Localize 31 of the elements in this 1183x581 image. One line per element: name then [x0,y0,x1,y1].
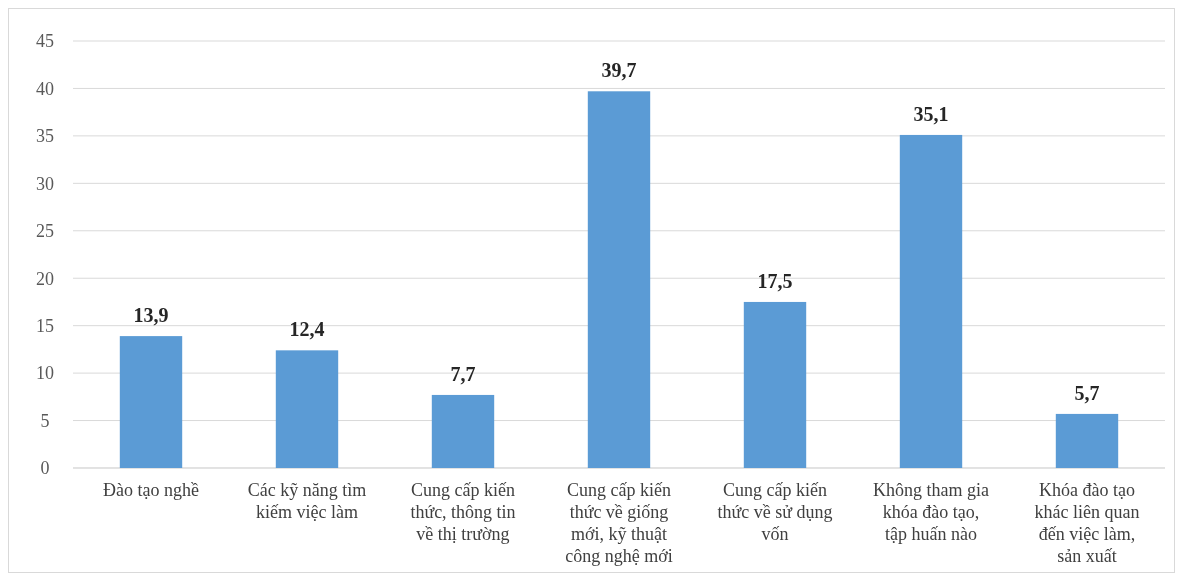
y-tick-label: 20 [36,268,54,289]
bar [275,350,339,468]
bar [899,134,963,468]
y-tick-label: 45 [36,31,54,52]
x-tick-label: Khóa đào tạo khác liên quan đến việc làm, sản xuất [1034,480,1140,566]
bar [119,336,183,468]
data-label: 12,4 [289,318,325,341]
y-tick-label: 30 [36,173,54,194]
y-tick-label: 5 [40,410,50,431]
x-tick-label: Không tham gia khóa đào tạo, tập huấn nào [873,480,989,544]
y-tick-label: 40 [36,78,54,99]
bar [1055,413,1119,468]
x-tick-label: Cung cấp kiến thức, thông tin về thị trường [410,480,516,544]
y-tick-label: 25 [36,221,54,242]
x-tick-label: Các kỹ năng tìm kiếm việc làm [247,480,367,522]
data-label: 35,1 [913,102,949,125]
bar [587,91,651,468]
data-label: 13,9 [133,304,169,327]
data-label: 5,7 [1074,381,1100,404]
data-label: 39,7 [601,59,637,82]
y-tick-label: 15 [36,315,54,336]
data-label: 7,7 [450,362,476,385]
x-tick-label: Đào tạo nghề [103,480,199,500]
y-tick-label: 0 [40,458,50,479]
x-tick-label: Cung cấp kiến thức về giống mới, kỹ thuật công nghệ mới [565,480,673,566]
y-tick-label: 10 [36,363,54,384]
y-tick-label: 35 [36,126,54,147]
x-tick-label: Cung cấp kiến thức về sử dụng vốn [717,480,833,544]
bar [431,394,495,468]
bar [743,301,807,468]
data-label: 17,5 [757,269,793,292]
